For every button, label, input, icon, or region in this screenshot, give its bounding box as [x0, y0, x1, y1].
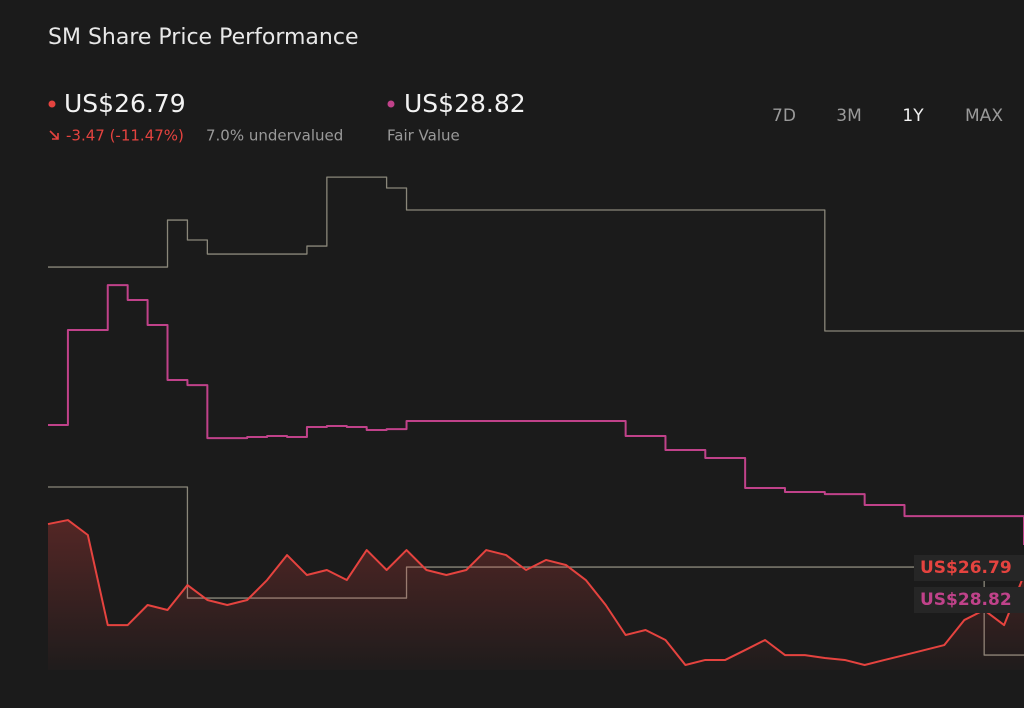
plot [47, 176, 1024, 670]
period-button[interactable]: 1Y [902, 106, 924, 126]
down-arrow [49, 130, 59, 140]
period-button[interactable]: 3M [836, 106, 861, 126]
fair-value-end-box [914, 587, 1024, 613]
fair-value: US$28.82 [404, 89, 526, 118]
price-change: -3.47 (-11.47%) [66, 127, 184, 145]
valuation: 7.0% undervalued [206, 127, 343, 145]
price-area [48, 520, 1024, 670]
step-line [48, 176, 1024, 332]
fair-value-end-label: US$28.82 [920, 590, 1012, 610]
period-button[interactable]: 7D [772, 106, 796, 126]
price-end-label: US$26.79 [920, 558, 1012, 578]
price-dot [48, 100, 56, 108]
price-value: US$26.79 [64, 89, 186, 118]
period-button[interactable]: MAX [965, 106, 1003, 126]
price-line [47, 519, 1024, 666]
price-end-box [914, 555, 1024, 581]
end-labels: US$26.79 US$28.82 [914, 555, 1024, 613]
period-selector: 7D 3M 1Y MAX [772, 106, 1003, 126]
fair-value-label: Fair Value [387, 127, 460, 145]
fair-value-dot [387, 100, 395, 108]
step-line [48, 284, 1024, 546]
title: SM Share Price Performance [48, 25, 359, 50]
